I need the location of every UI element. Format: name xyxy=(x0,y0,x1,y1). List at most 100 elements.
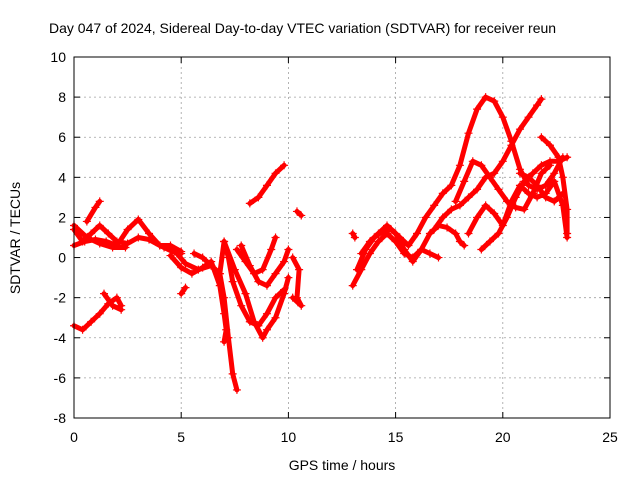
series-t15 xyxy=(292,207,306,220)
data-point xyxy=(541,181,550,190)
data-point xyxy=(295,265,304,274)
data-point xyxy=(254,193,263,202)
series-track xyxy=(358,223,467,265)
data-point xyxy=(100,289,109,298)
data-point xyxy=(108,301,117,310)
data-point xyxy=(417,245,426,254)
data-point xyxy=(438,189,447,198)
data-point xyxy=(250,269,259,278)
data-point xyxy=(533,181,542,190)
series-t14 xyxy=(245,161,289,208)
data-point xyxy=(181,283,190,292)
data-point xyxy=(250,317,259,326)
data-point xyxy=(280,257,289,266)
data-point xyxy=(408,257,417,266)
grid xyxy=(74,57,610,418)
data-point xyxy=(485,237,494,246)
data-point xyxy=(473,213,482,222)
data-point xyxy=(232,245,241,254)
data-point xyxy=(228,369,237,378)
data-point xyxy=(198,263,207,272)
data-point xyxy=(563,205,572,214)
data-point xyxy=(554,153,563,162)
data-point xyxy=(82,217,91,226)
data-point xyxy=(177,247,186,256)
data-point xyxy=(430,201,439,210)
data-point xyxy=(284,273,293,282)
data-point xyxy=(460,177,469,186)
data-point xyxy=(215,269,224,278)
data-point xyxy=(220,309,229,318)
y-tick-label: 10 xyxy=(50,49,66,65)
data-point xyxy=(365,249,374,258)
x-tick-label: 20 xyxy=(495,429,511,445)
data-layer xyxy=(70,93,572,394)
data-point xyxy=(262,309,271,318)
data-point xyxy=(78,325,87,334)
x-tick-label: 15 xyxy=(388,429,404,445)
data-point xyxy=(451,197,460,206)
data-point xyxy=(545,141,554,150)
data-point xyxy=(464,129,473,138)
data-point xyxy=(145,235,154,244)
data-point xyxy=(443,223,452,232)
data-point xyxy=(134,215,143,224)
data-point xyxy=(271,313,280,322)
data-point xyxy=(537,95,546,104)
data-point xyxy=(220,337,229,346)
data-point xyxy=(365,237,374,246)
data-point xyxy=(533,193,542,202)
data-point xyxy=(220,237,229,246)
data-point xyxy=(537,169,546,178)
data-point xyxy=(451,229,460,238)
data-point xyxy=(563,153,572,162)
data-point xyxy=(550,169,559,178)
data-point xyxy=(507,141,516,150)
data-point xyxy=(404,241,413,250)
data-point xyxy=(494,185,503,194)
y-tick-label: 2 xyxy=(58,209,66,225)
data-point xyxy=(166,251,175,260)
x-tick-label: 10 xyxy=(281,429,297,445)
data-point xyxy=(357,249,366,258)
data-point xyxy=(104,229,113,238)
data-point xyxy=(241,257,250,266)
data-point xyxy=(262,325,271,334)
data-point xyxy=(520,205,529,214)
series-track xyxy=(84,198,103,224)
data-point xyxy=(258,265,267,274)
data-point xyxy=(297,211,306,220)
series-track xyxy=(294,208,304,218)
data-point xyxy=(537,133,546,142)
data-point xyxy=(524,189,533,198)
data-point xyxy=(447,181,456,190)
series-t26 xyxy=(515,169,567,206)
data-point xyxy=(460,241,469,250)
data-point xyxy=(455,237,464,246)
data-point xyxy=(262,281,271,290)
data-point xyxy=(230,265,239,274)
data-point xyxy=(95,221,104,230)
data-point xyxy=(160,243,169,252)
y-tick-label: -4 xyxy=(54,330,67,346)
data-point xyxy=(228,277,237,286)
series-t11 xyxy=(220,237,293,342)
series-t16 xyxy=(288,253,306,310)
data-point xyxy=(198,253,207,262)
data-point xyxy=(490,209,499,218)
data-point xyxy=(524,113,533,122)
data-point xyxy=(498,157,507,166)
data-point xyxy=(190,249,199,258)
x-tick-label: 5 xyxy=(177,429,185,445)
data-point xyxy=(515,125,524,134)
x-tick-label: 25 xyxy=(602,429,618,445)
data-point xyxy=(95,197,104,206)
data-point xyxy=(91,203,100,212)
data-point xyxy=(438,213,447,222)
data-point xyxy=(237,301,246,310)
data-point xyxy=(541,193,550,202)
data-point xyxy=(537,161,546,170)
data-point xyxy=(271,293,280,302)
data-point xyxy=(520,177,529,186)
data-point xyxy=(485,173,494,182)
